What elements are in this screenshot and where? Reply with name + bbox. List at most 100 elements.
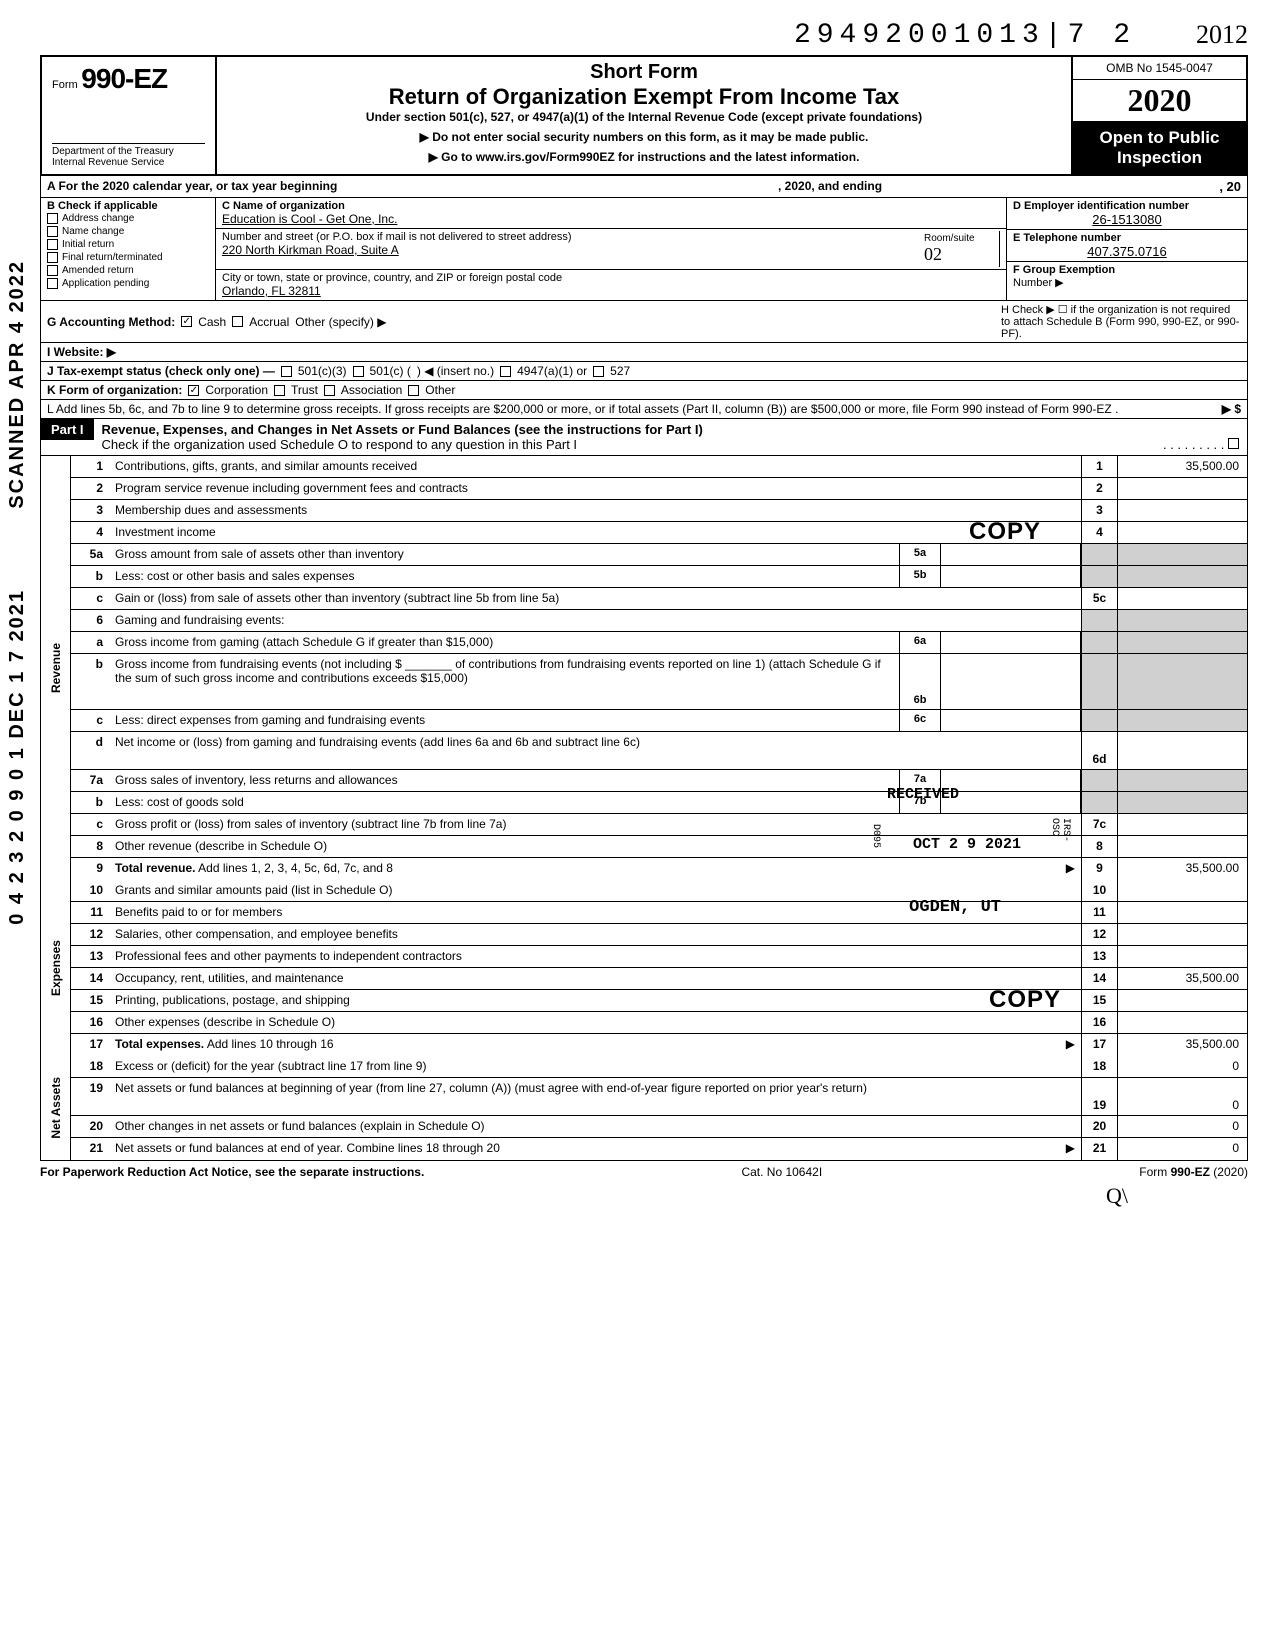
line-13: 13 Professional fees and other payments … (71, 946, 1247, 968)
expenses-gutter: Expenses (41, 880, 71, 1056)
line-1: 1 Contributions, gifts, grants, and simi… (71, 456, 1247, 478)
cat-number: Cat. No 10642I (741, 1165, 822, 1179)
street-label: Number and street (or P.O. box if mail i… (222, 231, 920, 243)
goto-instruction: ▶ Go to www.irs.gov/Form990EZ for instru… (225, 150, 1063, 164)
net-assets-section: Net Assets 18 Excess or (deficit) for th… (40, 1056, 1248, 1161)
line-6c: c Less: direct expenses from gaming and … (71, 710, 1247, 732)
val-20: 0 (1117, 1116, 1247, 1137)
b-header: B Check if applicable (47, 200, 209, 212)
val-18: 0 (1117, 1056, 1247, 1077)
irs-osc: IRS-OSC (1049, 818, 1071, 857)
ogden-stamp: OGDEN, UT (909, 898, 1001, 917)
line-9: 9 Total revenue. Add lines 1, 2, 3, 4, 5… (71, 858, 1247, 880)
chk-other-org[interactable] (408, 385, 419, 396)
line-a: A For the 2020 calendar year, or tax yea… (40, 176, 1248, 198)
org-info-block: B Check if applicable Address change Nam… (40, 198, 1248, 301)
val-19: 0 (1117, 1078, 1247, 1115)
line-a-tail: , 20 (1072, 176, 1247, 197)
chk-501c[interactable] (353, 366, 364, 377)
chk-name-change[interactable]: Name change (47, 225, 209, 238)
omb-number: OMB No 1545-0047 (1073, 57, 1246, 80)
chk-4947[interactable] (500, 366, 511, 377)
chk-trust[interactable] (274, 385, 285, 396)
form-header: Form 990-EZ Department of the Treasury I… (40, 55, 1248, 176)
chk-501c3[interactable] (281, 366, 292, 377)
line-14: 14 Occupancy, rent, utilities, and maint… (71, 968, 1247, 990)
d-block: D Employer identification number 26-1513… (1007, 198, 1247, 230)
line-3: 3 Membership dues and assessments 3 (71, 500, 1247, 522)
chk-schedule-o[interactable] (1228, 438, 1239, 449)
row-g: G Accounting Method: ✓Cash Accrual Other… (40, 301, 1248, 343)
chk-527[interactable] (593, 366, 604, 377)
room-label: Room/suite (924, 233, 975, 244)
line-20: 20 Other changes in net assets or fund b… (71, 1116, 1247, 1138)
line-17: 17 Total expenses. Add lines 10 through … (71, 1034, 1247, 1056)
chk-address-change[interactable]: Address change (47, 212, 209, 225)
handwritten-year: 2012 (1196, 20, 1248, 50)
line-5c: c Gain or (loss) from sale of assets oth… (71, 588, 1247, 610)
c-street-block: Number and street (or P.O. box if mail i… (216, 229, 1006, 270)
chk-amended-return[interactable]: Amended return (47, 264, 209, 277)
d-label: D Employer identification number (1013, 200, 1241, 212)
line-18: 18 Excess or (deficit) for the year (sub… (71, 1056, 1247, 1078)
row-k: K Form of organization: ✓Corporation Tru… (40, 381, 1248, 400)
line-15: 15 Printing, publications, postage, and … (71, 990, 1247, 1012)
h-text: H Check ▶ ☐ if the organization is not r… (1001, 303, 1241, 340)
c-label: C Name of organization (222, 200, 1000, 212)
dept-box: Department of the Treasury Internal Reve… (52, 143, 205, 168)
revenue-gutter: Revenue (41, 456, 71, 880)
line-5a: 5a Gross amount from sale of assets othe… (71, 544, 1247, 566)
header-right: OMB No 1545-0047 2020 Open to Public Ins… (1071, 57, 1246, 174)
chk-final-return[interactable]: Final return/terminated (47, 251, 209, 264)
scanned-stamp: SCANNED APR 4 2022 (6, 260, 29, 509)
line-6a: a Gross income from gaming (attach Sched… (71, 632, 1247, 654)
e-block: E Telephone number 407.375.0716 (1007, 230, 1247, 262)
copy-stamp-2: COPY (989, 986, 1061, 1014)
j-label: J Tax-exempt status (check only one) — (47, 364, 275, 378)
expenses-section: Expenses 10 Grants and similar amounts p… (40, 880, 1248, 1056)
chk-accrual[interactable] (232, 316, 243, 327)
val-1: 35,500.00 (1117, 456, 1247, 477)
chk-application-pending[interactable]: Application pending (47, 277, 209, 290)
part1-desc: Revenue, Expenses, and Changes in Net As… (94, 419, 1247, 455)
col-b: B Check if applicable Address change Nam… (41, 198, 216, 300)
line-16: 16 Other expenses (describe in Schedule … (71, 1012, 1247, 1034)
line-5b: b Less: cost or other basis and sales ex… (71, 566, 1247, 588)
received-date: OCT 2 9 2021 (913, 836, 1021, 853)
ssn-warning: ▶ Do not enter social security numbers o… (225, 130, 1063, 144)
date-code-stamp: 0 4 2 3 2 0 9 0 1 DEC 1 7 2021 (6, 589, 29, 925)
line-4: 4 Investment income COPY 4 (71, 522, 1247, 544)
form-number: 990-EZ (81, 63, 167, 94)
part1-label: Part I (41, 419, 94, 440)
line-11: 11 Benefits paid to or for members OGDEN… (71, 902, 1247, 924)
line-6: 6 Gaming and fundraising events: (71, 610, 1247, 632)
line-21: 21 Net assets or fund balances at end of… (71, 1138, 1247, 1160)
header-center: Short Form Return of Organization Exempt… (217, 57, 1071, 174)
revenue-section: Revenue 1 Contributions, gifts, grants, … (40, 456, 1248, 880)
main-title: Return of Organization Exempt From Incom… (225, 84, 1063, 110)
chk-assoc[interactable] (324, 385, 335, 396)
chk-cash[interactable]: ✓ (181, 316, 192, 327)
k-label: K Form of organization: (47, 383, 182, 397)
room-hand: 02 (924, 244, 975, 265)
org-name: Education is Cool - Get One, Inc. (222, 212, 1000, 226)
chk-corp[interactable]: ✓ (188, 385, 199, 396)
net-gutter: Net Assets (41, 1056, 71, 1160)
l-arrow: ▶ $ (1222, 402, 1241, 416)
chk-initial-return[interactable]: Initial return (47, 238, 209, 251)
copy-stamp-1: COPY (969, 518, 1041, 546)
line-12: 12 Salaries, other compensation, and emp… (71, 924, 1247, 946)
row-i: I Website: ▶ (40, 343, 1248, 362)
document-id: 29492001013|7 2 (40, 20, 1136, 51)
l-text: L Add lines 5b, 6c, and 7b to line 9 to … (47, 402, 1222, 416)
received-text: RECEIVED (887, 786, 959, 803)
col-c: C Name of organization Education is Cool… (216, 198, 1007, 300)
c-city-block: City or town, state or province, country… (216, 270, 1006, 300)
ein-value: 26-1513080 (1013, 212, 1241, 227)
d095: D095 (870, 824, 881, 848)
footer-form: Form 990-EZ (2020) (1139, 1165, 1248, 1179)
dept-line-2: Internal Revenue Service (52, 157, 205, 168)
subtitle: Under section 501(c), 527, or 4947(a)(1)… (225, 110, 1063, 124)
line-2: 2 Program service revenue including gove… (71, 478, 1247, 500)
val-21: 0 (1117, 1138, 1247, 1160)
